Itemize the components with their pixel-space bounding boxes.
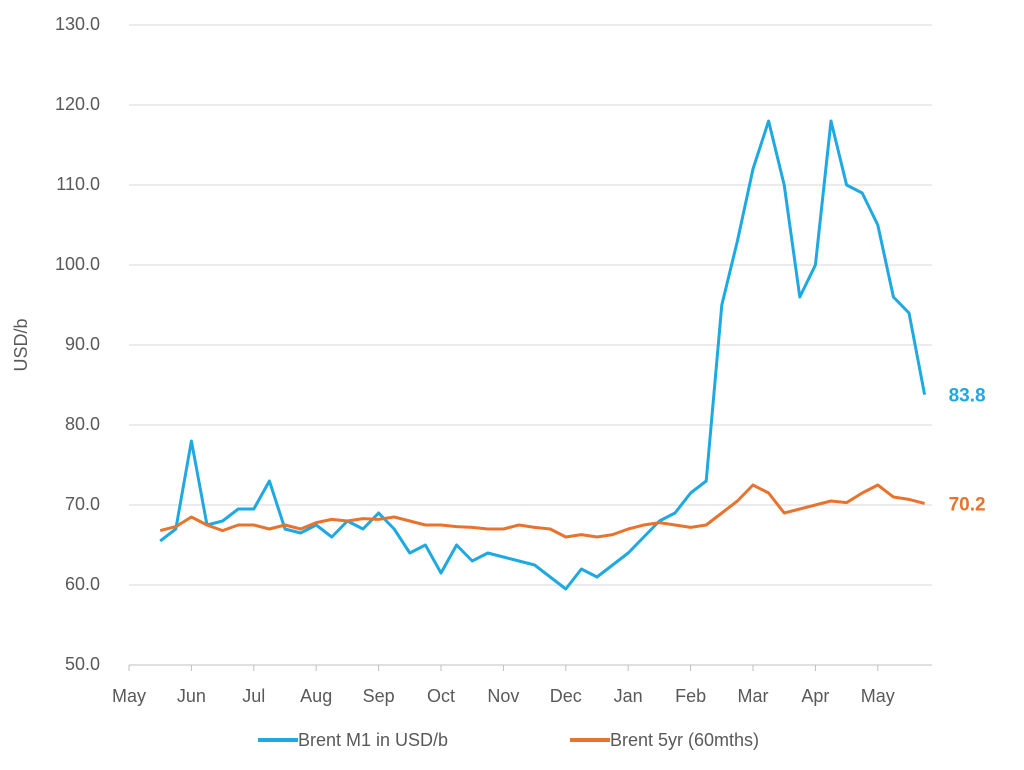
x-tick-label: Sep	[363, 686, 395, 706]
x-tick-label: Feb	[675, 686, 706, 706]
x-tick-label: Oct	[427, 686, 455, 706]
y-axis-label: USD/b	[11, 318, 31, 371]
y-tick-label: 50.0	[65, 654, 100, 674]
x-tick-label: Mar	[738, 686, 769, 706]
y-tick-label: 100.0	[55, 254, 100, 274]
x-tick-label: Dec	[550, 686, 582, 706]
x-tick-label: Jul	[242, 686, 265, 706]
series-line	[159, 483, 925, 539]
y-tick-label: 120.0	[55, 94, 100, 114]
x-tick-label: May	[112, 686, 146, 706]
x-tick-label: Jun	[177, 686, 206, 706]
y-tick-label: 80.0	[65, 414, 100, 434]
x-tick-label: Nov	[487, 686, 519, 706]
data-label: 70.2	[949, 494, 986, 515]
legend-label: Brent M1 in USD/b	[298, 730, 448, 750]
x-tick-label: Aug	[300, 686, 332, 706]
data-label: 83.8	[949, 386, 986, 407]
x-tick-label: Apr	[801, 686, 829, 706]
y-tick-label: 130.0	[55, 14, 100, 34]
y-tick-label: 70.0	[65, 494, 100, 514]
legend-label: Brent 5yr (60mths)	[610, 730, 759, 750]
y-tick-label: 90.0	[65, 334, 100, 354]
y-tick-label: 110.0	[56, 174, 100, 194]
x-tick-label: Jan	[614, 686, 643, 706]
y-tick-label: 60.0	[65, 574, 100, 594]
x-tick-label: May	[861, 686, 895, 706]
series-line	[159, 119, 927, 591]
